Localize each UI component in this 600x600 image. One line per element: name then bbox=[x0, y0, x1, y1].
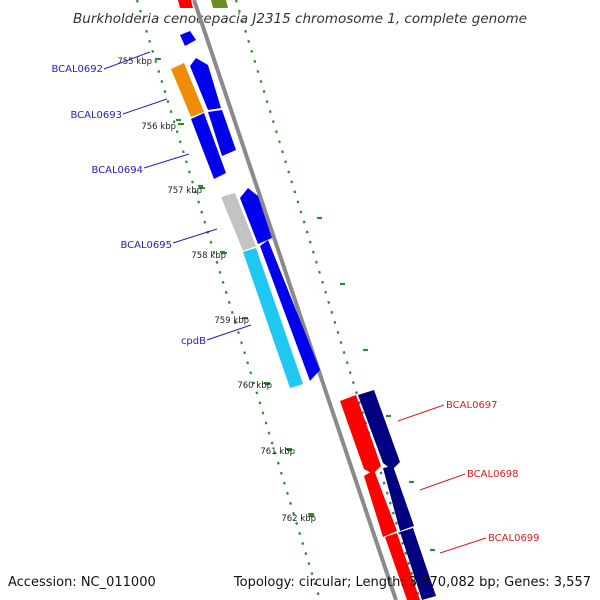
gene-partial-olive bbox=[211, 0, 228, 8]
gene-fwd-4 bbox=[260, 240, 320, 381]
gene-cpdB-cyan bbox=[243, 248, 303, 388]
gene-BCAL0698-navy bbox=[383, 466, 414, 531]
gene-BCAL0697-navy bbox=[358, 390, 400, 470]
tick-label-761: 761 kbp bbox=[260, 447, 295, 457]
gene-BCAL0694-blue bbox=[191, 113, 226, 179]
tick-label-762: 762 kbp bbox=[281, 514, 316, 524]
gene-BCAL0692-orange bbox=[171, 63, 204, 117]
gene-label-BCAL0693: BCAL0693 bbox=[70, 110, 122, 121]
gene-fwd-2 bbox=[208, 110, 236, 156]
gene-label-BCAL0697: BCAL0697 bbox=[446, 400, 498, 411]
tick-label-755: 755 kbp bbox=[117, 57, 152, 67]
gene-BCAL0698-red bbox=[364, 470, 397, 537]
gene-label-BCAL0695: BCAL0695 bbox=[120, 240, 172, 251]
tick-label-756: 756 kbp bbox=[141, 122, 176, 132]
gene-label-BCAL0699: BCAL0699 bbox=[488, 533, 540, 544]
reverse-gene-labels: BCAL0697 BCAL0698 BCAL0699 bbox=[397, 400, 540, 554]
gc-track-inner bbox=[135, 0, 322, 600]
tick-label-759: 759 kbp bbox=[214, 316, 249, 326]
tick-group: 755 kbp 756 kbp 757 kbp 758 kbp 759 kbp … bbox=[117, 57, 316, 524]
gene-fwd-1 bbox=[190, 58, 221, 110]
gene-label-BCAL0694: BCAL0694 bbox=[91, 165, 143, 176]
gene-partial-red bbox=[178, 0, 193, 8]
map-title: Burkholderia cenocepacia J2315 chromosom… bbox=[73, 11, 527, 27]
tick-label-760: 760 kbp bbox=[237, 381, 272, 391]
gene-label-BCAL0692: BCAL0692 bbox=[51, 64, 103, 75]
genome-stats-text: Topology: circular; Length: 3,870,082 bp… bbox=[233, 575, 591, 590]
chromosome-backbone bbox=[192, 0, 398, 600]
forward-gene-labels: BCAL0692 BCAL0693 BCAL0694 BCAL0695 cpdB bbox=[51, 51, 252, 347]
tick-label-758: 758 kbp bbox=[191, 251, 226, 261]
gene-fwd-3 bbox=[240, 188, 272, 244]
tick-label-757: 757 kbp bbox=[167, 186, 202, 196]
gene-label-BCAL0698: BCAL0698 bbox=[467, 469, 519, 480]
gene-partial-blue bbox=[180, 31, 196, 46]
gene-BCAL0695-grey bbox=[221, 193, 256, 251]
gene-BCAL0697-red bbox=[340, 395, 381, 474]
gene-BCAL0699-red bbox=[385, 533, 420, 600]
gene-label-cpdB: cpdB bbox=[181, 336, 206, 347]
accession-text: Accession: NC_011000 bbox=[8, 575, 156, 590]
gene-BCAL0699-navy bbox=[400, 528, 436, 600]
